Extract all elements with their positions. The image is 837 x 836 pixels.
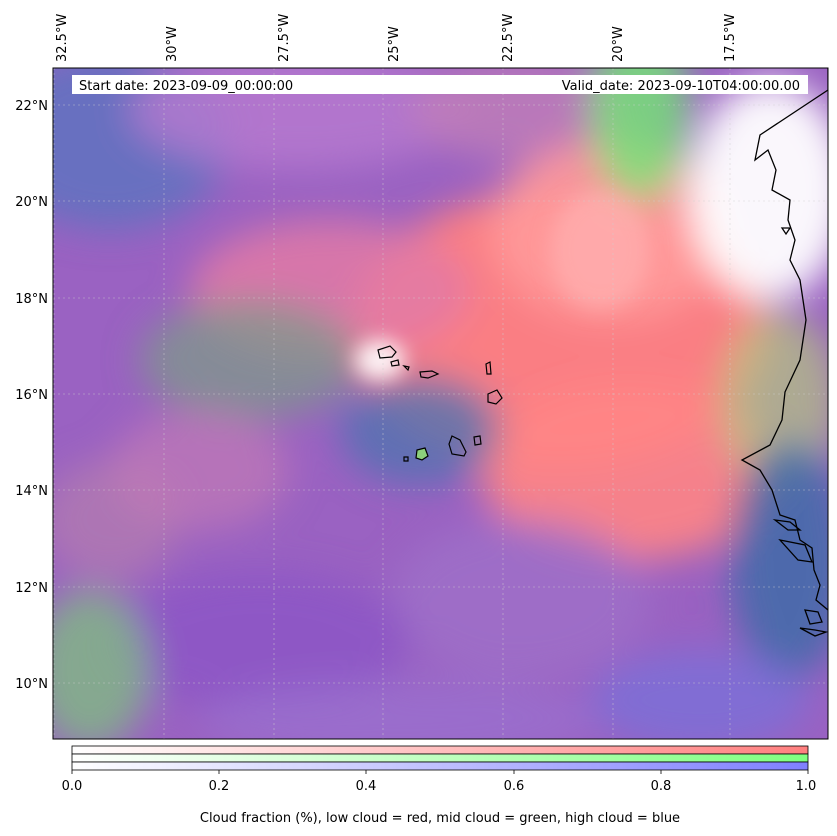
- map-frame: [52, 67, 829, 740]
- lat-label: 16°N: [15, 388, 48, 403]
- start-date-label: Start date: 2023-09-09_00:00:00: [79, 79, 293, 94]
- latitude-labels: 22°N 20°N 18°N 16°N 14°N 12°N 10°N: [15, 99, 48, 692]
- island-fogo: [415, 447, 429, 461]
- colorbar-tick-label: 0.8: [651, 779, 672, 794]
- colorbar-label: Cloud fraction (%), low cloud = red, mid…: [200, 811, 680, 826]
- island-sal: [485, 361, 492, 375]
- colorbar-tick-label: 0.2: [209, 779, 230, 794]
- lon-label: 32.5°W: [55, 14, 70, 62]
- lat-label: 12°N: [15, 581, 48, 596]
- colorbar: 0.0 0.2 0.4 0.6 0.8 1.0 Cloud fraction (…: [62, 745, 817, 826]
- lon-label: 17.5°W: [723, 14, 738, 62]
- lon-label: 27.5°W: [277, 14, 292, 62]
- island-sao-vicente: [390, 359, 400, 367]
- lon-label: 20°W: [611, 26, 626, 62]
- colorbar-blue: [71, 761, 809, 771]
- island-sao-nicolau: [419, 370, 440, 379]
- lon-label: 25°W: [387, 26, 402, 62]
- lat-label: 22°N: [15, 99, 48, 114]
- island-brava: [403, 456, 409, 462]
- colorbar-tick-label: 1.0: [796, 779, 817, 794]
- graticule: [53, 68, 828, 739]
- island-santiago: [448, 435, 467, 457]
- map-panel: Start date: 2023-09-09_00:00:00 Valid_da…: [15, 14, 829, 740]
- colorbar-tick-label: 0.6: [504, 779, 525, 794]
- lat-label: 10°N: [15, 677, 48, 692]
- lat-label: 14°N: [15, 484, 48, 499]
- cloud-field: [53, 68, 828, 739]
- island-santa-luzia: [402, 365, 410, 372]
- valid-date-label: Valid_date: 2023-09-10T04:00:00.00: [562, 79, 800, 94]
- lon-label: 22.5°W: [501, 14, 516, 62]
- colorbar-green: [71, 753, 809, 763]
- island-santo-antao: [377, 345, 397, 359]
- island-boa-vista: [487, 389, 503, 405]
- colorbar-red: [71, 745, 809, 755]
- lat-label: 18°N: [15, 292, 48, 307]
- colorbar-tick-label: 0.0: [62, 779, 83, 794]
- colorbar-ticks: [71, 770, 809, 774]
- colorbar-tick-label: 0.4: [356, 779, 377, 794]
- header-bar: [72, 75, 808, 94]
- coastline: [740, 68, 828, 637]
- cape-verde-islands: [377, 345, 503, 462]
- longitude-labels: 32.5°W 30°W 27.5°W 25°W 22.5°W 20°W 17.5…: [55, 14, 738, 62]
- island-maio: [473, 435, 482, 446]
- lat-label: 20°N: [15, 195, 48, 210]
- lon-label: 30°W: [165, 26, 180, 62]
